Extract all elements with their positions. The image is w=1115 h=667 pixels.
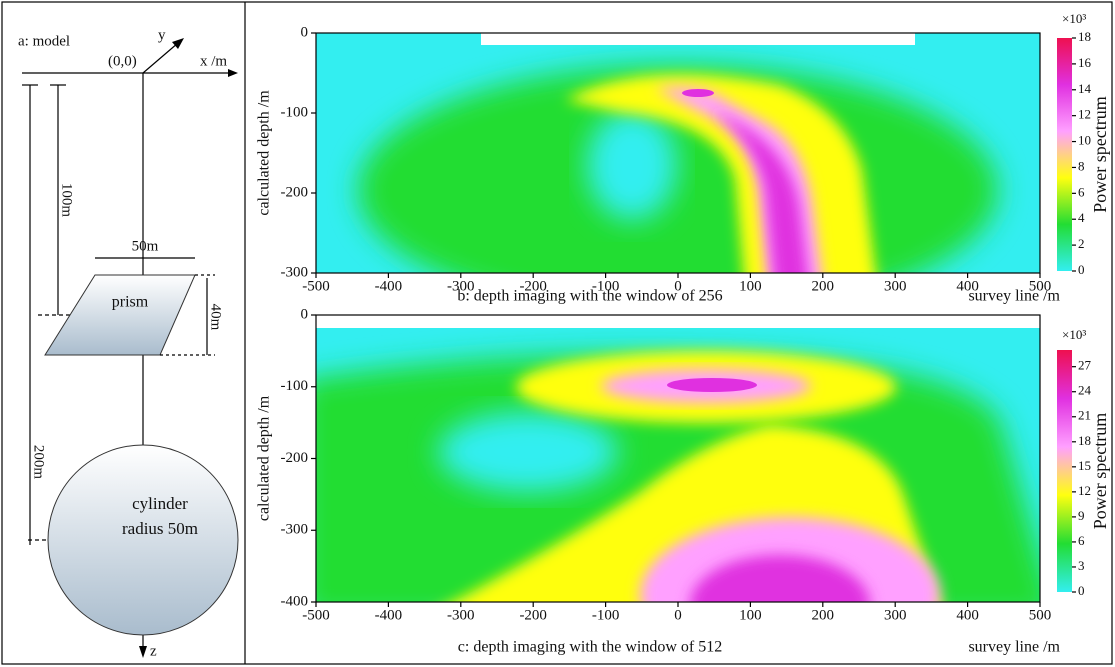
field-region [667,378,757,392]
y-tick-label: -100 [281,104,309,120]
colorbar-tick-label: 3 [1078,558,1085,573]
y-tick-label: -300 [281,522,309,538]
dimension-label: 40m [208,304,224,331]
colorbar-tick-label: 12 [1078,107,1091,122]
x-tick-label: -500 [302,278,330,294]
caption: b: depth imaging with the window of 256 [457,288,722,305]
colorbar-tick-label: 0 [1078,583,1085,598]
x-tick-label: -200 [519,607,547,623]
colorbar-tick-label: 2 [1078,236,1085,251]
field-region [710,110,808,273]
cylinder-label: radius 50m [122,519,198,538]
colorbar-tick-label: 8 [1078,158,1085,173]
z-axis-label: z [150,643,157,659]
y-axis-label: y [158,27,166,43]
colorbar-tick-label: 18 [1078,29,1091,44]
colorbar-tick-label: 24 [1078,383,1092,398]
x-axis-label: survey line /m [968,639,1060,656]
field-region [438,412,618,492]
colorbar-tick-label: 16 [1078,55,1092,70]
colorbar [1057,38,1072,271]
dimension-label: 100m [59,183,75,218]
y-axis [142,42,179,74]
x-tick-label: 300 [884,607,907,623]
x-tick-label: -300 [447,607,475,623]
colorbar-tick-label: 6 [1078,184,1085,199]
field-region [690,555,870,602]
x-tick-label: -200 [519,278,547,294]
field-region [587,110,677,220]
caption: c: depth imaging with the window of 512 [458,639,722,656]
x-axis-label: survey line /m [968,288,1060,305]
arrow [139,646,147,658]
x-tick-label: 500 [1029,607,1052,623]
colorbar-unit: ×10³ [1062,327,1086,342]
x-tick-label: -400 [375,278,403,294]
field-region [682,89,714,97]
colorbar-tick-label: 6 [1078,533,1085,548]
y-tick-label: -100 [281,378,309,394]
model-diagram: a: model x /m y (0,0) z 100m 200m 50m pr… [18,27,239,659]
dimension-label: 200m [31,445,47,480]
x-tick-label: 400 [956,607,979,623]
blank-strip [316,315,1040,328]
x-tick-label: 0 [674,278,682,294]
contour-field [316,33,1040,273]
colorbar-tick-label: 4 [1078,210,1085,225]
y-tick-label: -200 [281,450,309,466]
y-tick-label: -300 [281,264,309,280]
y-axis-label: calculated depth /m [256,395,273,521]
y-tick-label: 0 [301,24,309,40]
arrow [228,69,238,77]
colorbar-label: Power spectrum [1090,413,1110,529]
colorbar-tick-label: 21 [1078,408,1091,423]
x-tick-label: 0 [674,607,682,623]
y-axis-label: calculated depth /m [256,90,273,216]
x-axis-label: x /m [200,53,227,69]
origin-label: (0,0) [108,53,137,69]
x-tick-label: 200 [812,278,835,294]
colorbar-tick-label: 10 [1078,133,1091,148]
x-tick-label: 300 [884,278,907,294]
x-tick-label: -100 [592,607,620,623]
colorbar-tick-label: 14 [1078,81,1092,96]
x-tick-label: 100 [739,607,762,623]
x-tick-label: -500 [302,607,330,623]
colorbar-tick-label: 15 [1078,458,1091,473]
colorbar-label: Power spectrum [1090,96,1110,212]
x-tick-label: -100 [592,278,620,294]
y-tick-label: 0 [301,306,309,322]
contour-field [316,315,1040,602]
colorbar-tick-label: 27 [1078,358,1092,373]
colorbar-tick-label: 18 [1078,433,1091,448]
colorbar-unit: ×10³ [1062,11,1086,26]
y-tick-label: -200 [281,184,309,200]
colorbar [1057,350,1072,592]
x-tick-label: 100 [739,278,762,294]
x-tick-label: 200 [812,607,835,623]
x-tick-label: 500 [1029,278,1052,294]
arrow [172,38,184,49]
cylinder-label: cylinder [132,494,188,513]
x-tick-label: -300 [447,278,475,294]
x-tick-label: -400 [375,607,403,623]
blank-strip [481,33,915,45]
y-tick-label: -400 [281,593,309,609]
panel-label: a: model [18,33,70,49]
colorbar-tick-label: 0 [1078,262,1085,277]
prism-label: prism [112,294,149,311]
x-tick-label: 400 [956,278,979,294]
dimension-label: 50m [132,238,159,254]
colorbar-tick-label: 12 [1078,483,1091,498]
cylinder [47,444,239,636]
colorbar-tick-label: 9 [1078,508,1085,523]
